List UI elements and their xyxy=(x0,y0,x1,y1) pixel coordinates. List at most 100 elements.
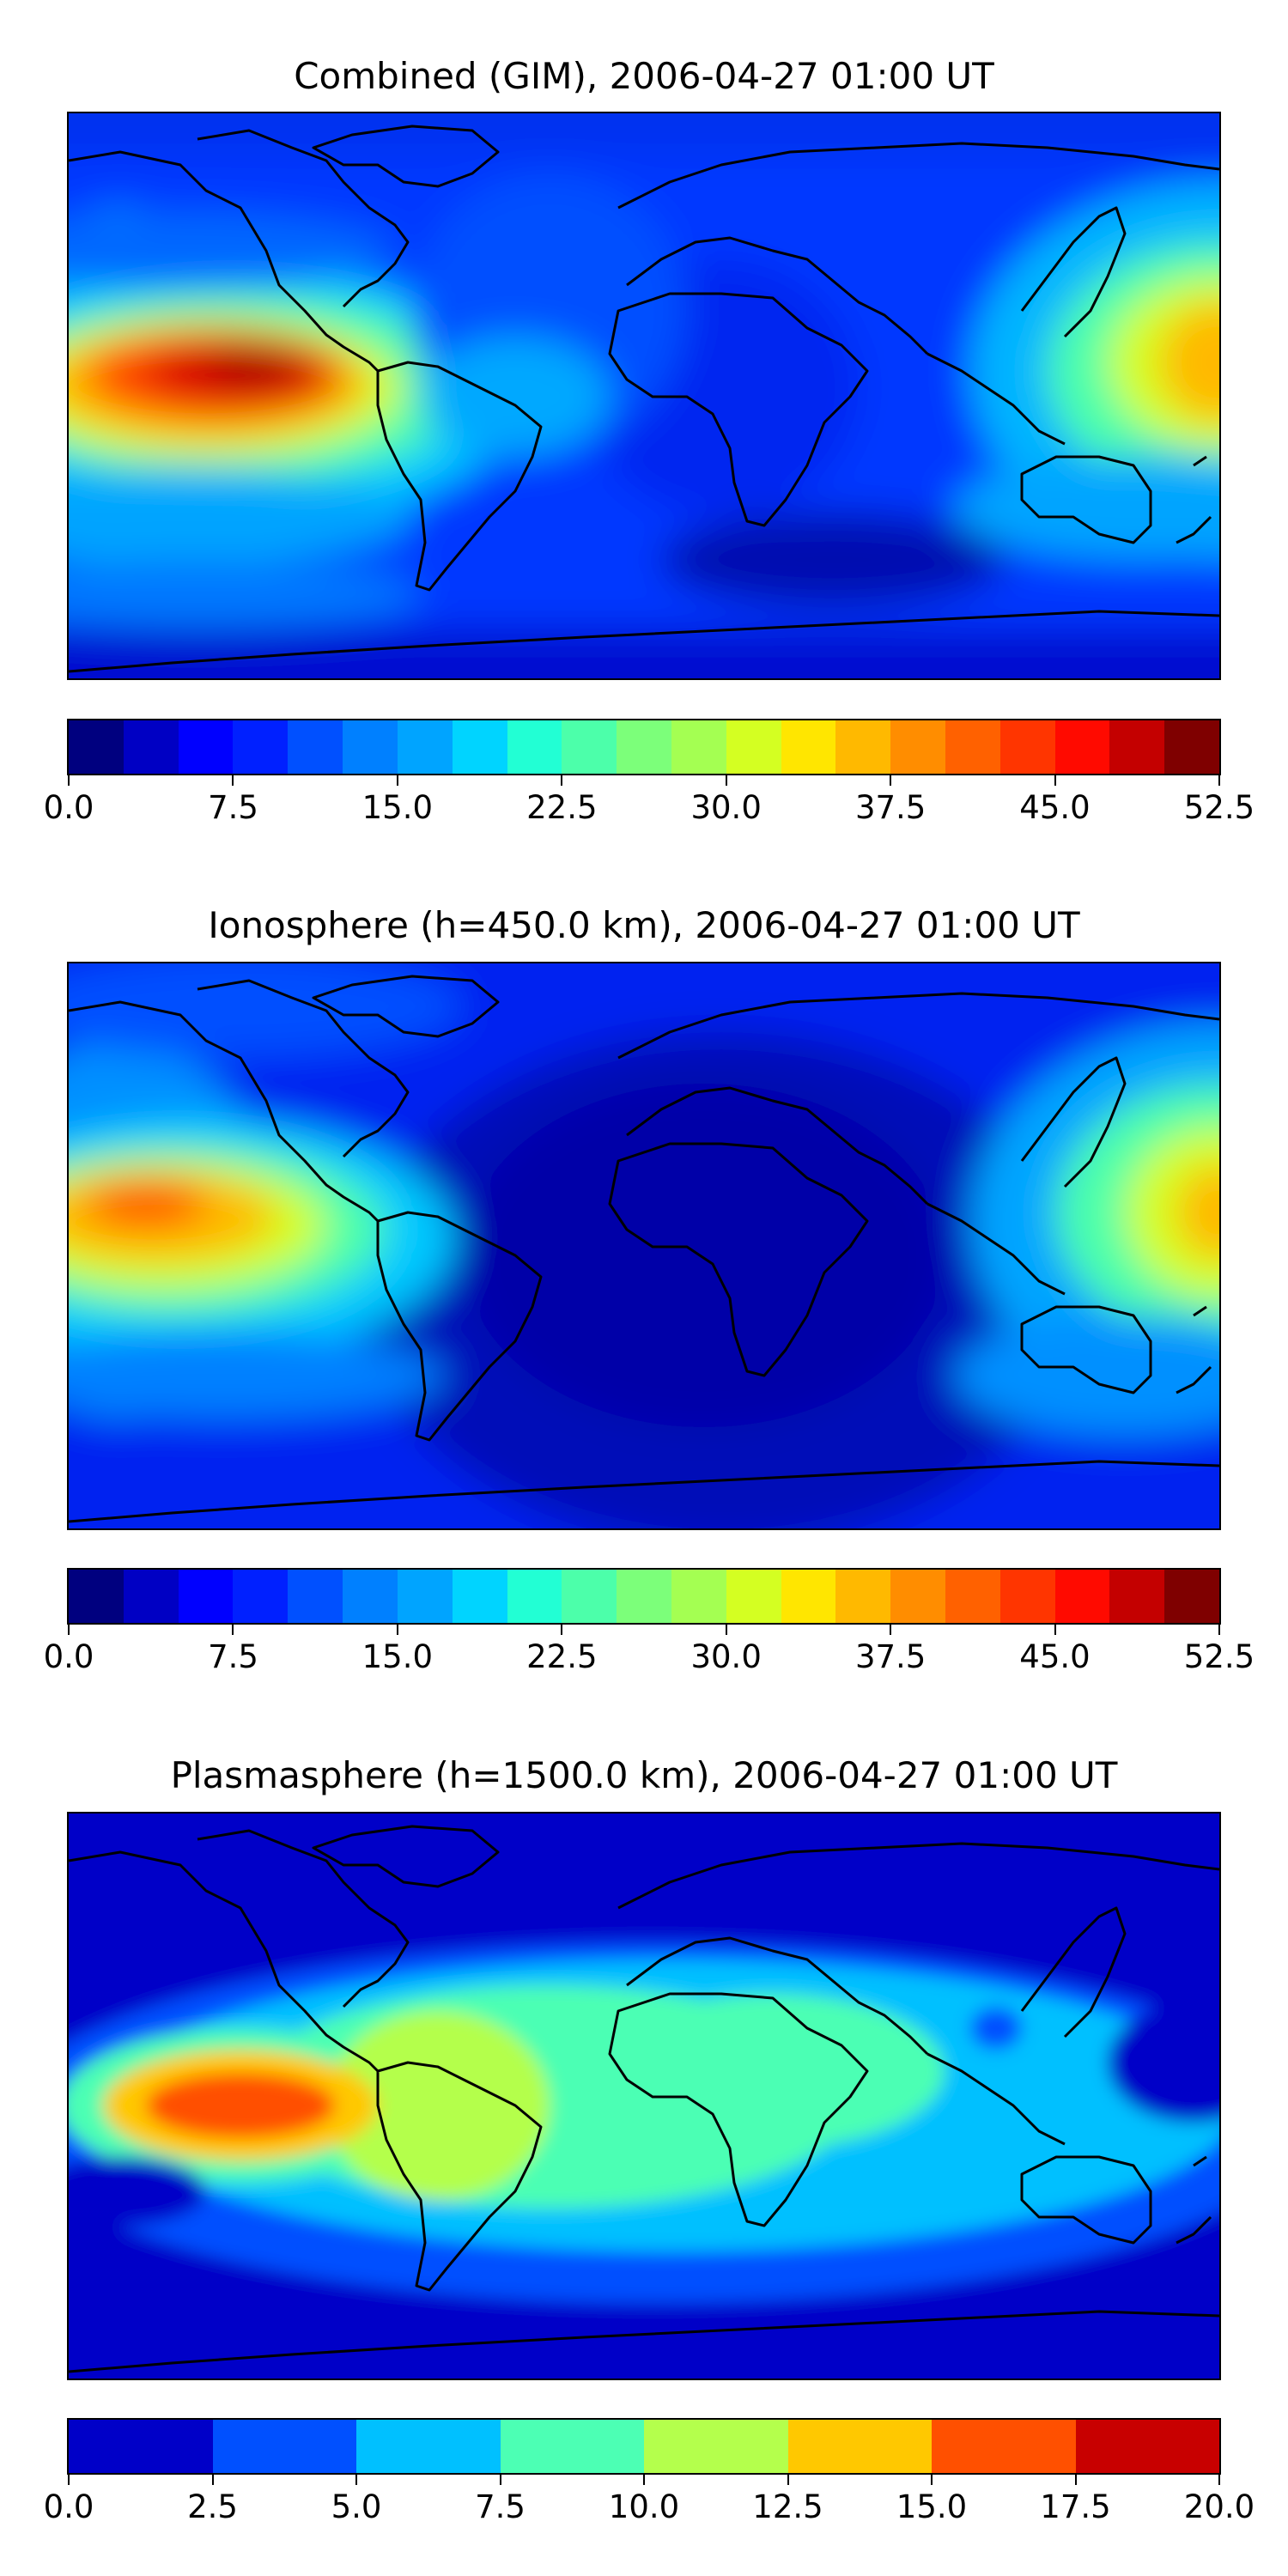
colorbar-tick-label: 52.5 xyxy=(1183,789,1255,826)
colorbar-segment xyxy=(178,1570,234,1623)
colorbar-tick-label: 7.5 xyxy=(475,2488,526,2525)
colorbar-tick-mark xyxy=(643,2475,645,2485)
panel-3-colorbar xyxy=(67,2418,1221,2475)
panel-3-map xyxy=(67,1812,1221,2380)
panel-2-colorbar-ticks: 0.0 7.5 15.0 22.5 30.0 37.5 45.0 52.5 xyxy=(44,1625,1255,1674)
colorbar-tick-mark xyxy=(561,775,563,786)
colorbar-segment xyxy=(1164,1570,1220,1623)
colorbar-tick-label: 52.5 xyxy=(1183,1638,1255,1675)
colorbar-tick-label: 15.0 xyxy=(896,2488,968,2525)
colorbar-tick-label: 45.0 xyxy=(1019,789,1091,826)
colorbar-tick-label: 17.5 xyxy=(1040,2488,1111,2525)
colorbar-segment xyxy=(178,720,234,774)
colorbar-segment xyxy=(397,1570,453,1623)
colorbar-segment xyxy=(397,720,453,774)
colorbar-tick-mark xyxy=(725,1625,727,1635)
colorbar-segment xyxy=(1109,1570,1165,1623)
colorbar-segment xyxy=(890,1570,945,1623)
colorbar-tick-mark xyxy=(68,775,70,786)
colorbar-tick-mark xyxy=(1218,1625,1220,1635)
panel-1-title: Combined (GIM), 2006-04-27 01:00 UT xyxy=(294,55,994,97)
panel-3-title: Plasmasphere (h=1500.0 km), 2006-04-27 0… xyxy=(170,1754,1118,1796)
colorbar-tick-label: 30.0 xyxy=(690,789,762,826)
colorbar-segment xyxy=(945,720,1000,774)
colorbar-segment xyxy=(945,1570,1000,1623)
colorbar-segment xyxy=(356,2420,501,2473)
colorbar-tick-mark xyxy=(1074,2475,1077,2485)
colorbar-tick-label: 20.0 xyxy=(1183,2488,1255,2525)
panel-1-colorbar-ticks: 0.0 7.5 15.0 22.5 30.0 37.5 45.0 52.5 xyxy=(44,775,1255,825)
panel-2-title: Ionosphere (h=450.0 km), 2006-04-27 01:0… xyxy=(208,904,1080,946)
colorbar-tick-mark xyxy=(787,2475,789,2485)
panel-2-map xyxy=(67,962,1221,1530)
colorbar-tick-mark xyxy=(1054,1625,1056,1635)
colorbar-segment xyxy=(726,720,781,774)
colorbar-segment xyxy=(69,2420,213,2473)
colorbar-segment xyxy=(343,720,398,774)
colorbar-segment xyxy=(123,720,179,774)
colorbar-tick-mark xyxy=(1218,775,1220,786)
colorbar-tick-mark xyxy=(931,2475,933,2485)
colorbar-tick-label: 15.0 xyxy=(361,789,434,826)
colorbar-tick-mark xyxy=(396,1625,398,1635)
coastlines xyxy=(69,125,1219,673)
colorbar-tick-mark xyxy=(499,2475,501,2485)
colorbar-segment xyxy=(1054,720,1110,774)
colorbar-tick-label: 0.0 xyxy=(43,1638,94,1675)
colorbar-tick-mark xyxy=(1218,2475,1220,2485)
colorbar-tick-mark xyxy=(211,2475,214,2485)
colorbar-tick-mark xyxy=(561,1625,563,1635)
colorbar-segment xyxy=(617,720,671,774)
colorbar-segment xyxy=(69,1570,124,1623)
colorbar-tick-label: 7.5 xyxy=(208,1638,258,1675)
colorbar-tick-label: 15.0 xyxy=(361,1638,434,1675)
colorbar-segment xyxy=(562,720,617,774)
panel-1-map xyxy=(67,112,1221,680)
colorbar-segment xyxy=(288,1570,343,1623)
colorbar-segment xyxy=(562,1570,617,1623)
coastlines xyxy=(69,975,1219,1523)
colorbar-tick-label: 22.5 xyxy=(526,1638,598,1675)
colorbar-tick-mark xyxy=(890,775,892,786)
colorbar-segment xyxy=(644,2420,788,2473)
colorbar-segment xyxy=(233,1570,289,1623)
colorbar-tick-label: 10.0 xyxy=(608,2488,680,2525)
colorbar-segment xyxy=(452,1570,507,1623)
colorbar-tick-label: 37.5 xyxy=(854,1638,927,1675)
colorbar-segment xyxy=(1054,1570,1110,1623)
colorbar-segment xyxy=(787,2420,932,2473)
colorbar-segment xyxy=(781,1570,836,1623)
colorbar-segment xyxy=(452,720,507,774)
colorbar-segment xyxy=(288,720,343,774)
panel-3-colorbar-ticks: 0.0 2.5 5.0 7.5 10.0 12.5 15.0 17.5 20.0 xyxy=(44,2475,1255,2524)
colorbar-segment xyxy=(835,1570,891,1623)
colorbar-segment xyxy=(500,2420,644,2473)
colorbar-segment xyxy=(671,1570,726,1623)
colorbar-segment xyxy=(123,1570,179,1623)
colorbar-tick-label: 37.5 xyxy=(854,789,927,826)
colorbar-segment xyxy=(343,1570,398,1623)
colorbar-tick-mark xyxy=(890,1625,892,1635)
colorbar-tick-label: 0.0 xyxy=(43,789,94,826)
colorbar-tick-label: 7.5 xyxy=(208,789,258,826)
colorbar-tick-label: 12.5 xyxy=(752,2488,823,2525)
colorbar-segment xyxy=(726,1570,781,1623)
colorbar-segment xyxy=(507,720,562,774)
colorbar-tick-label: 0.0 xyxy=(43,2488,94,2525)
colorbar-segment xyxy=(617,1570,671,1623)
colorbar-tick-label: 45.0 xyxy=(1019,1638,1091,1675)
colorbar-tick-mark xyxy=(1054,775,1056,786)
colorbar-tick-mark xyxy=(396,775,398,786)
colorbar-segment xyxy=(69,720,124,774)
colorbar-segment xyxy=(1075,2420,1219,2473)
colorbar-tick-mark xyxy=(232,1625,234,1635)
colorbar-segment xyxy=(999,720,1055,774)
coastlines xyxy=(69,1825,1219,2373)
colorbar-tick-label: 2.5 xyxy=(187,2488,238,2525)
colorbar-tick-mark xyxy=(355,2475,357,2485)
colorbar-tick-label: 5.0 xyxy=(331,2488,382,2525)
colorbar-tick-mark xyxy=(68,2475,70,2485)
colorbar-segment xyxy=(932,2420,1076,2473)
colorbar-segment xyxy=(835,720,891,774)
colorbar-segment xyxy=(212,2420,356,2473)
